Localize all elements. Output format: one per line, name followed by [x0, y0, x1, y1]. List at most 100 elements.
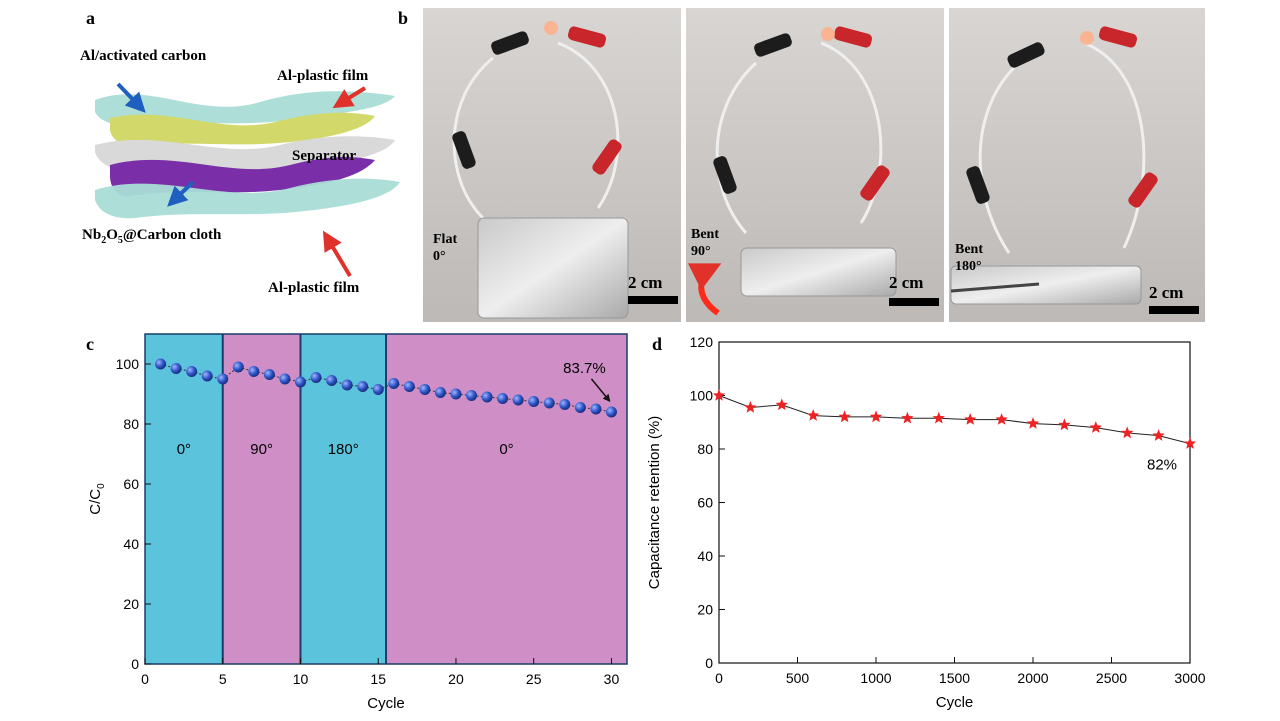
clip-red-top — [833, 26, 873, 48]
chart-c-ytick-label: 100 — [116, 356, 140, 372]
clip-black-side — [966, 166, 990, 204]
chart-d-ylabel: Capacitance retention (%) — [646, 416, 663, 589]
clip-red-side — [1128, 172, 1158, 208]
photo-bent-180: Bent 180° 2 cm — [949, 8, 1205, 322]
panel-c: c 0° 90° 180° 0° 0 5 10 15 20 25 30 0 20 40 60 80 100 C… — [86, 333, 628, 712]
clip-black-side — [452, 131, 476, 169]
chart-c-point — [450, 388, 462, 400]
chart-d-point — [712, 389, 726, 401]
chart-d-xlabel: Cycle — [936, 694, 974, 711]
chart-c-point — [481, 391, 493, 403]
panel-b-letter: b — [398, 8, 408, 28]
chart-c-annotation-arrow — [590, 378, 611, 403]
chart-c-ytick-label: 20 — [123, 596, 139, 612]
chart-d-point — [1121, 426, 1134, 439]
pouch-cell — [477, 217, 629, 319]
chart-d-point — [744, 401, 757, 413]
chart-c-point — [279, 373, 291, 385]
chart-c-point — [201, 370, 213, 382]
chart-d-point — [775, 398, 788, 411]
photo-bent-90-state: Bent — [691, 227, 719, 242]
chart-d-xtick-label: 500 — [786, 670, 810, 686]
photo-bent-90-scale-label: 2 cm — [889, 273, 923, 292]
chart-c-region-label-3: 0° — [499, 441, 513, 458]
chart-c-region-label-2: 180° — [328, 441, 359, 458]
clip-black-side — [713, 156, 737, 194]
chart-d-series-line — [718, 395, 1191, 445]
chart-d-point — [869, 410, 883, 423]
clip-red-side — [860, 165, 890, 201]
chart-d-point — [964, 413, 977, 425]
scale-bar — [889, 298, 939, 306]
clip-red-top — [1098, 26, 1138, 48]
chart-c-point — [388, 378, 400, 389]
chart-c-point — [372, 384, 384, 395]
pouch-cell — [740, 247, 897, 297]
panel-a: a Al/activated carbon Al-plastic film Se… — [80, 8, 400, 296]
chart-c-point — [528, 396, 540, 407]
chart-c-point — [217, 373, 229, 385]
chart-c-region-label-0: 0° — [177, 441, 191, 458]
chart-c-annotation: 83.7% — [563, 360, 606, 377]
chart-c-frame — [144, 333, 628, 665]
chart-c-point — [357, 381, 369, 392]
chart-c-point — [559, 399, 571, 410]
chart-c-ytick-label: 40 — [123, 536, 139, 552]
chart-d-ytick-label: 20 — [697, 602, 713, 618]
chart-c-point — [512, 394, 524, 406]
clip-red-top — [567, 26, 607, 48]
photo-flat: Flat 0° 2 cm — [423, 8, 681, 322]
scale-bar — [1149, 306, 1199, 314]
chart-c-point — [403, 381, 415, 392]
chart-c-xtick-label: 0 — [141, 671, 149, 687]
panel-d-letter: d — [652, 334, 662, 354]
chart-d-ytick-label: 0 — [705, 655, 713, 671]
photo-bent-180-state: Bent — [955, 242, 983, 257]
chart-c-marks — [155, 358, 617, 418]
chart-c-point — [419, 384, 431, 395]
chart-c-point — [341, 379, 353, 391]
photo-bent-90: Bent 90° 2 cm — [686, 8, 944, 322]
clip-black-top — [491, 31, 529, 55]
chart-c-ytick-label: 80 — [123, 416, 139, 432]
chart-d-ytick-label: 40 — [697, 548, 713, 564]
bend-arrow — [687, 263, 722, 316]
chart-c-region-0 — [145, 334, 223, 664]
chart-c-point — [574, 402, 586, 413]
photo-bent-180-scale-label: 2 cm — [1149, 283, 1183, 302]
chart-c-xtick-label: 5 — [219, 671, 227, 687]
chart-d-point — [1152, 429, 1165, 441]
chart-c-xtick-label: 10 — [293, 671, 309, 687]
activated-carbon-layer — [110, 112, 375, 147]
label-al-plastic-film-bottom: Al-plastic film — [268, 280, 360, 296]
chart-c-point — [326, 375, 338, 386]
chart-c-region-label-1: 90° — [250, 441, 273, 458]
clip-black-top — [754, 33, 792, 57]
led-light — [544, 21, 558, 35]
photo-bent-180-angle: 180° — [955, 259, 982, 274]
scale-bar — [628, 296, 678, 304]
chart-d-point — [932, 411, 945, 424]
label-al-plastic-film-top: Al-plastic film — [277, 68, 369, 84]
pouch-cell — [950, 265, 1142, 305]
chart-d-point — [901, 411, 914, 424]
chart-c-point — [310, 372, 322, 383]
chart-d-point — [1058, 418, 1071, 431]
chart-c-point — [434, 387, 446, 398]
chart-d-xtick-label: 0 — [715, 670, 723, 686]
chart-d-point — [1089, 421, 1102, 433]
chart-c-xlabel: Cycle — [367, 695, 405, 712]
chart-d-ytick-label: 100 — [690, 388, 714, 404]
chart-c-point — [248, 366, 260, 377]
wire — [978, 41, 1146, 254]
clip-red-side — [592, 139, 622, 175]
photo-flat-scale-label: 2 cm — [628, 273, 662, 292]
chart-c-point — [232, 361, 244, 373]
chart-c-xtick-label: 25 — [526, 671, 542, 687]
chart-c-xtick-label: 15 — [370, 671, 386, 687]
fold-edge — [950, 282, 1040, 293]
led-light — [821, 27, 835, 41]
arrow-al-plastic-film-top — [332, 86, 367, 109]
chart-c-point — [605, 406, 617, 418]
